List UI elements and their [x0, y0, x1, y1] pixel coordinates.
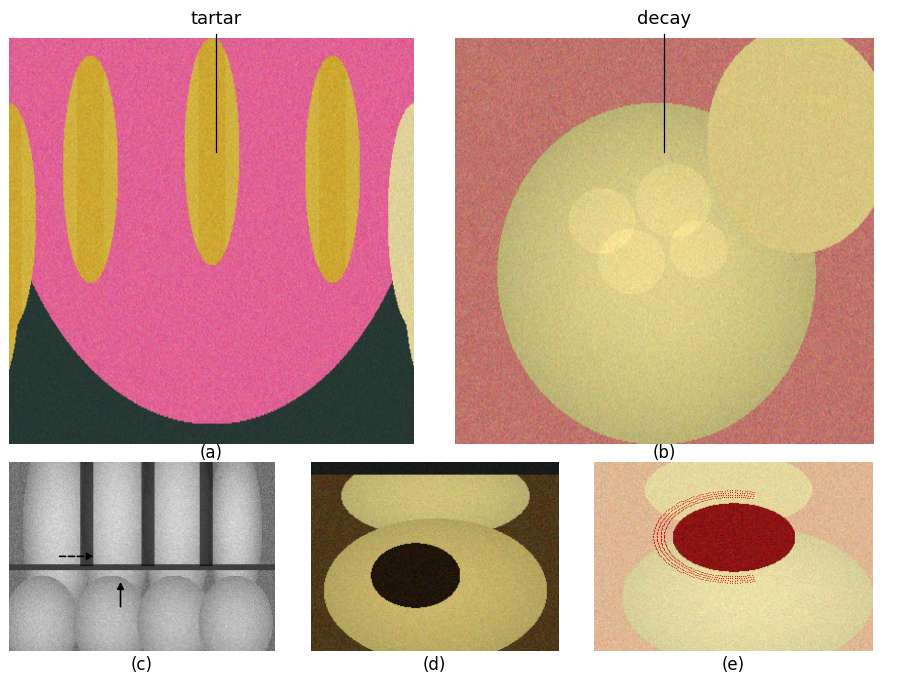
Text: (d): (d): [423, 656, 446, 674]
Text: (a): (a): [200, 444, 223, 462]
Text: (b): (b): [652, 444, 676, 462]
Text: decay: decay: [637, 10, 691, 28]
Text: (c): (c): [130, 656, 152, 674]
Text: tartar: tartar: [191, 10, 241, 28]
Text: (e): (e): [722, 656, 745, 674]
